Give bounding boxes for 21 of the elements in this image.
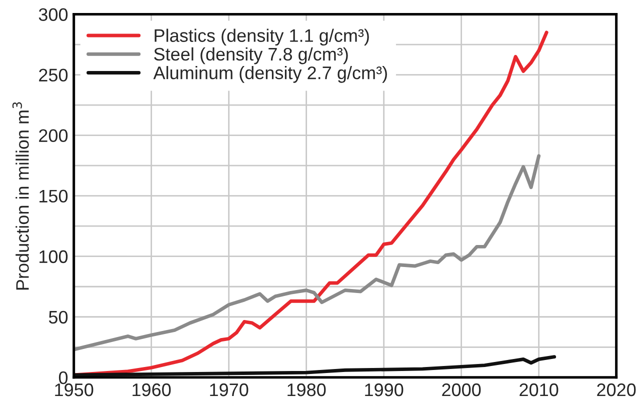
y-tick-label: 0 <box>58 371 68 384</box>
x-tick-label: 2010 <box>520 383 558 396</box>
x-tick-label: 1970 <box>210 383 248 396</box>
y-axis-title: Production in million m$^{3}$ <box>12 102 29 290</box>
x-tick-label: 2020 <box>597 383 636 396</box>
x-tick-label: 1980 <box>288 383 326 396</box>
x-tick-label: 2000 <box>442 383 481 396</box>
y-tick-label: 200 <box>39 129 68 142</box>
legend-label: Steel (density 7.8 g/cm³) <box>154 47 348 64</box>
y-tick-label: 150 <box>40 190 68 203</box>
x-tick-label: 1990 <box>365 383 404 396</box>
x-tick-label: 1950 <box>55 383 94 396</box>
y-tick-label: 50 <box>48 310 68 324</box>
y-tick-label: 300 <box>38 8 68 21</box>
y-tick-label: 250 <box>39 68 68 82</box>
legend-label: Aluminum (density 2.7 g/cm³) <box>153 66 387 83</box>
y-tick-label: 100 <box>40 250 68 264</box>
line-series <box>74 154 541 352</box>
legend-label: Plastics (density 1.1 g/cm³) <box>154 28 369 46</box>
x-tick-label: 1960 <box>132 383 171 396</box>
line-series <box>74 355 556 377</box>
